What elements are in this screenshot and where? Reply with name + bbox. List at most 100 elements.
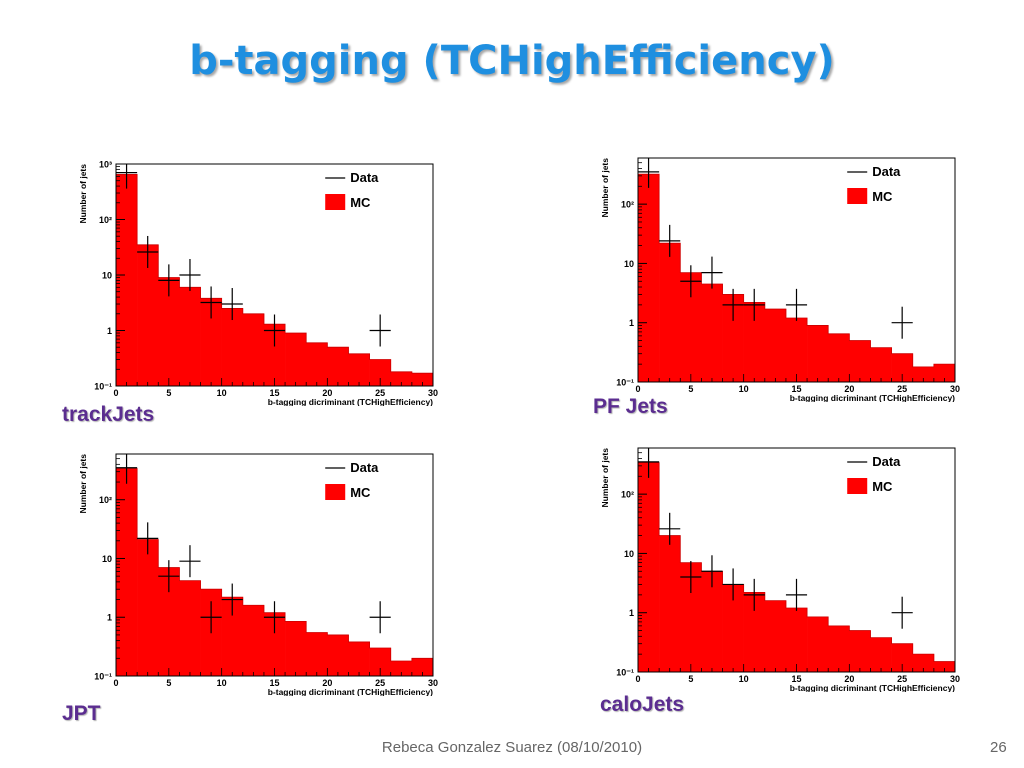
x-tick-label: 30 [428,388,438,398]
x-tick-label: 25 [897,384,907,394]
legend-data-label: Data [872,454,901,469]
x-tick-label: 10 [217,388,227,398]
y-tick-label: 10⁻¹ [616,378,634,388]
legend-mc-label: MC [872,189,893,204]
x-tick-label: 30 [428,678,438,688]
mc-bar [137,244,159,386]
y-tick-label: 10² [99,495,112,505]
mc-bar [870,347,892,382]
mc-bar [348,353,370,386]
mc-bar [179,287,201,386]
slide-title: b-tagging (TCHighEfficiency) [189,38,835,84]
x-tick-label: 10 [739,674,749,684]
mc-bar [912,366,935,382]
x-tick-label: 5 [688,674,693,684]
x-axis-title: b-tagging dicriminant (TCHighEfficiency) [790,683,955,692]
legend-data-label: Data [350,170,379,185]
x-tick-label: 30 [950,674,960,684]
mc-bar [179,580,201,676]
mc-bar [659,243,681,382]
y-tick-label: 1 [629,608,634,618]
mc-bar [638,174,660,382]
y-tick-label: 10² [621,490,634,500]
x-tick-label: 15 [269,388,279,398]
mc-bar [390,371,413,386]
legend-mc-swatch [325,194,346,210]
mc-bar [785,608,808,672]
y-tick-label: 10 [624,549,634,559]
mc-bar [743,302,766,382]
mc-bar [242,605,265,676]
plot-jpt: 10⁻¹ 1 10 10² 0 5 10 15 20 25 30 b-tagging dicrimin… [68,448,440,696]
mc-bar [828,625,850,672]
y-tick-label: 10⁻¹ [94,672,112,682]
y-axis-title: Number of jets [78,454,88,514]
histogram-calojets: 10⁻¹ 1 10 10² 0 5 10 15 20 25 30b-tagging dicrimin… [600,447,960,692]
mc-bar [263,324,286,386]
mc-bar [807,325,829,382]
mc-bar [828,333,850,382]
mc-bar [390,661,413,676]
mc-bar [348,641,370,676]
mc-bar [411,373,434,386]
mc-bar [680,562,702,672]
legend-mc-swatch [325,484,346,500]
y-tick-label: 10² [621,200,634,210]
y-tick-label: 10⁻¹ [94,382,112,392]
plot-trackjets: 10⁻¹ 1 10 10² 10³ 0 5 10 15 20 25 30 b-tagging dicri… [68,158,440,407]
x-tick-label: 0 [113,388,118,398]
mc-bar [116,468,138,676]
mc-bar [369,647,392,676]
mc-bar [327,634,349,676]
label-jpt: JPT [62,702,101,725]
mc-bar [891,643,914,672]
legend-mc-swatch [847,478,868,494]
histogram-pfjets: 10⁻¹ 1 10 10² 0 5 10 15 20 25 30b-tagging dicrimin… [600,157,960,402]
plot-calojets: 10⁻¹ 1 10 10² 0 5 10 15 20 25 30 b-tagging dicrimin… [590,442,962,692]
x-tick-label: 0 [635,384,640,394]
mc-bar [764,600,787,672]
mc-bar [849,340,871,382]
mc-bar [722,584,744,672]
mc-bar [306,342,328,386]
mc-bar [242,313,265,386]
x-tick-label: 25 [897,674,907,684]
legend-mc-label: MC [350,485,371,500]
x-tick-label: 20 [322,678,332,688]
mc-bar [116,174,138,386]
legend-data-label: Data [350,460,379,475]
mc-bar [369,359,392,386]
mc-bar [221,308,244,386]
mc-bar [933,661,956,672]
y-tick-label: 10² [99,215,112,225]
mc-bar [306,632,328,676]
x-tick-label: 10 [217,678,227,688]
mc-bar [743,592,766,672]
legend-mc-swatch [847,188,868,204]
y-tick-label: 10 [102,271,112,281]
mc-bar [701,571,723,672]
x-tick-label: 20 [322,388,332,398]
y-axis-title: Number of jets [78,164,88,224]
histogram-jpt: 10⁻¹ 1 10 10² 0 5 10 15 20 25 30b-tagging dicrimin… [78,453,438,696]
y-axis-title: Number of jets [600,448,610,508]
x-tick-label: 15 [269,678,279,688]
legend-data-label: Data [872,164,901,179]
mc-bar [933,364,956,382]
mc-bar [200,298,222,386]
y-tick-label: 1 [629,318,634,328]
mc-bar [722,294,744,382]
y-tick-label: 10³ [99,160,112,170]
mc-bar [285,621,307,676]
x-tick-label: 5 [166,388,171,398]
x-tick-label: 10 [739,384,749,394]
page-number: 26 [990,739,1007,756]
mc-bar [137,539,159,676]
mc-bar [701,283,723,382]
mc-bar [807,616,829,672]
x-axis-title: b-tagging dicriminant (TCHighEfficiency) [790,393,955,402]
plot-pfjets: 10⁻¹ 1 10 10² 0 5 10 15 20 25 30 b-tagging dicrimin… [590,152,962,402]
legend-mc-label: MC [350,195,371,210]
mc-bar [158,567,180,676]
mc-bar [680,272,702,382]
